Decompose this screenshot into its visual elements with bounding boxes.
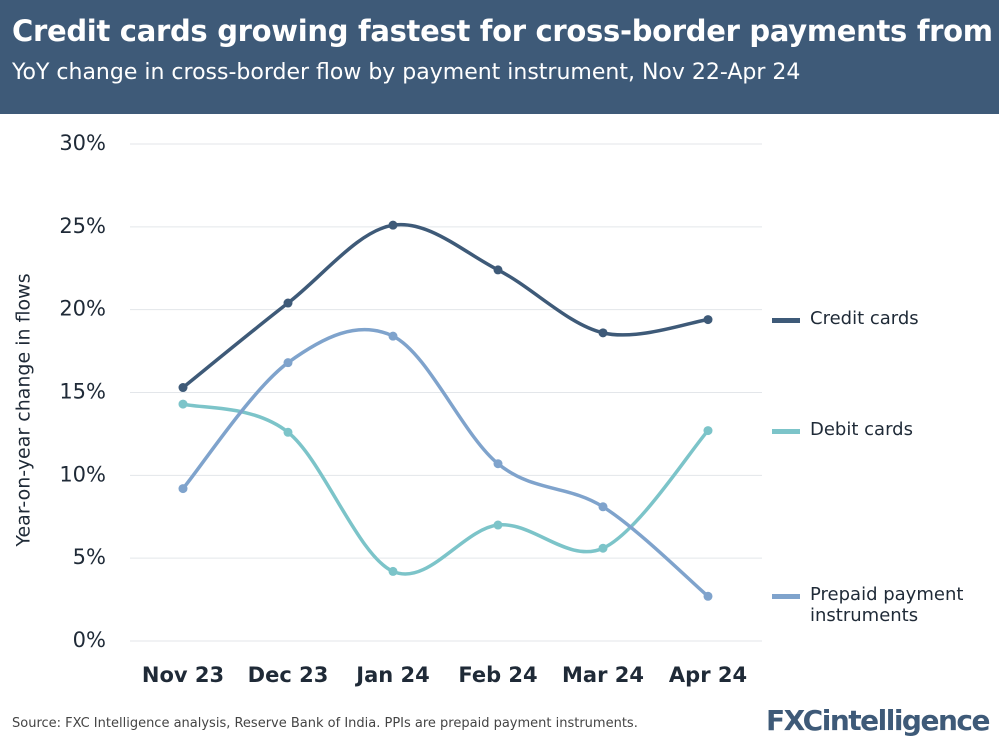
y-tick-label: 10% [59, 462, 106, 486]
y-tick-label: 5% [73, 545, 106, 569]
data-point [178, 484, 188, 494]
data-point [598, 502, 608, 512]
x-tick-label: Jan 24 [354, 663, 429, 687]
y-tick-label: 20% [59, 297, 106, 321]
logo: FXCintelligence [765, 704, 991, 737]
chart-subtitle: YoY change in cross-border flow by payme… [12, 60, 801, 85]
data-point [703, 426, 713, 436]
source: Source: FXC Intelligence analysis, Reser… [12, 716, 638, 731]
legend-swatch [772, 594, 800, 600]
header: Credit cards growing fastest for cross-b… [0, 0, 999, 114]
data-point [493, 265, 503, 275]
data-point [178, 383, 188, 393]
data-point [283, 427, 293, 437]
legend-label: Credit cards [810, 307, 919, 329]
legend-item: Debit cards [772, 419, 992, 440]
y-axis-label: Year-on-year change in flows [13, 273, 35, 547]
y-tick-label: 30% [59, 131, 106, 155]
legend-swatch [772, 317, 800, 323]
data-point [388, 566, 398, 576]
data-point [178, 399, 188, 409]
data-point [388, 220, 398, 230]
chart-title: Credit cards growing fastest for cross-b… [12, 14, 999, 48]
x-tick-label: Apr 24 [669, 663, 747, 687]
data-point [283, 358, 293, 368]
data-point [493, 459, 503, 469]
data-point [703, 315, 713, 325]
data-point [598, 543, 608, 553]
series-line [182, 402, 710, 576]
x-tick-label: Mar 24 [562, 663, 644, 687]
legend-swatch [772, 428, 800, 434]
data-point [598, 328, 608, 338]
y-tick-label: 0% [73, 628, 106, 652]
data-point [703, 591, 713, 601]
legend-label: Debit cards [810, 418, 913, 440]
legend-item: Prepaid payment instruments [772, 584, 992, 626]
legend-item: Credit cards [772, 308, 992, 329]
data-point [493, 520, 503, 530]
series-line [181, 222, 709, 389]
y-tick-label: 25% [59, 214, 106, 238]
data-point [388, 331, 398, 341]
x-tick-label: Nov 23 [142, 663, 224, 687]
series-line [181, 327, 710, 598]
data-point [283, 298, 293, 308]
legend-label: Prepaid payment instruments [810, 584, 964, 627]
x-tick-label: Dec 23 [248, 663, 329, 687]
x-tick-label: Feb 24 [458, 663, 537, 687]
y-tick-label: 15% [59, 380, 106, 404]
